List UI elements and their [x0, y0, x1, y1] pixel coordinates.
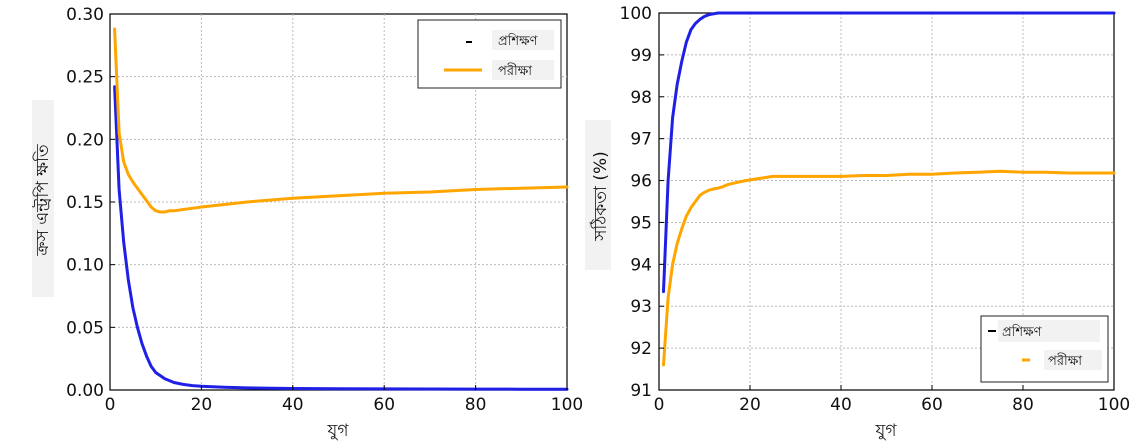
accuracy-y-ticks: 91 92 93 94 95 96 97 98 99 100 [620, 4, 664, 401]
loss-y-axis-label: ক্রস এন্ট্রপি ক্ষতি [32, 144, 53, 257]
acc-y-tick-label: 97 [630, 130, 652, 150]
loss-y-tick-label: 0.30 [66, 5, 104, 25]
acc-y-tick-label: 92 [630, 339, 652, 359]
loss-series-line-1 [113, 27, 569, 214]
loss-legend: প্রশিক্ষণ পরীক্ষা [417, 19, 562, 89]
loss-x-tick-label: 100 [551, 395, 583, 415]
loss-legend-test-bg [492, 60, 554, 80]
acc-y-tick-label: 95 [630, 213, 652, 233]
loss-lines [113, 27, 569, 391]
acc-y-tick-label: 96 [630, 172, 652, 192]
loss-x-tick-label: 60 [373, 395, 395, 415]
accuracy-x-ticks: 0 20 40 60 80 100 [654, 385, 1130, 415]
loss-y-tick-label: 0.00 [66, 381, 104, 401]
loss-y-label-bg [32, 100, 54, 297]
accuracy-grid [659, 13, 1114, 390]
accuracy-lines [662, 11, 1116, 367]
acc-x-tick-label: 40 [830, 395, 852, 415]
accuracy-chart: 0 20 40 60 80 100 91 92 93 94 95 96 97 98 99 100 যুগ স… [585, 4, 1130, 441]
acc-y-tick-label: 99 [630, 46, 652, 66]
acc-x-tick-label: 0 [654, 395, 665, 415]
loss-y-tick-label: 0.20 [66, 130, 104, 150]
acc-y-tick-label: 100 [620, 4, 652, 24]
loss-chart: 0 20 40 60 80 100 0.00 0.05 0.10 0.15 0.20 0.25 0.3… [32, 5, 583, 441]
accuracy-legend-test-label: পরীক্ষা [1048, 353, 1082, 369]
accuracy-y-axis-label: সঠিকতা (%) [590, 151, 611, 242]
loss-legend-test-label: পরীক্ষা [498, 63, 532, 79]
loss-y-tick-label: 0.25 [66, 68, 104, 88]
loss-legend-train-bg [492, 30, 554, 50]
accuracy-y-label-bg [585, 120, 611, 270]
loss-x-tick-label: 20 [191, 395, 213, 415]
accuracy-legend-train-bg [998, 320, 1100, 342]
loss-y-ticks: 0.00 0.05 0.10 0.15 0.20 0.25 0.30 [66, 5, 115, 401]
loss-series-line-0 [113, 85, 569, 391]
loss-x-ticks: 0 20 40 60 80 100 [105, 385, 583, 415]
acc-y-tick-label: 91 [630, 381, 652, 401]
acc-y-tick-label: 93 [630, 297, 652, 317]
acc-y-tick-label: 94 [630, 255, 652, 275]
loss-y-tick-label: 0.15 [66, 193, 104, 213]
accuracy-legend: প্রশিক্ষণ পরীক্ষা [980, 315, 1109, 383]
accuracy-legend-test-bg [1044, 350, 1102, 370]
acc-series-line-0 [662, 11, 1116, 294]
loss-x-axis-label: যুগ [327, 421, 350, 441]
acc-x-tick-label: 100 [1098, 395, 1130, 415]
acc-x-tick-label: 20 [739, 395, 761, 415]
loss-legend-train-label: প্রশিক্ষণ [498, 33, 539, 49]
accuracy-legend-train-label: প্রশিক্ষণ [1002, 324, 1043, 340]
loss-x-tick-label: 80 [465, 395, 487, 415]
loss-y-tick-label: 0.05 [66, 318, 104, 338]
loss-y-tick-label: 0.10 [66, 256, 104, 276]
acc-x-tick-label: 60 [921, 395, 943, 415]
acc-y-tick-label: 98 [630, 88, 652, 108]
loss-x-tick-label: 0 [105, 395, 116, 415]
loss-grid [110, 14, 567, 390]
loss-x-tick-label: 40 [282, 395, 304, 415]
acc-series-line-1 [662, 169, 1116, 367]
acc-x-tick-label: 80 [1012, 395, 1034, 415]
accuracy-x-axis-label: যুগ [875, 421, 898, 441]
